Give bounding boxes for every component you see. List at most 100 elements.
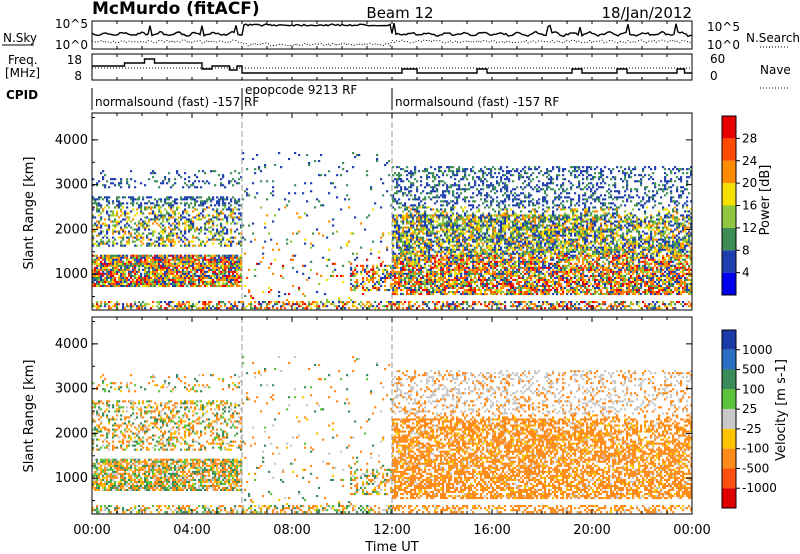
power-cell	[486, 266, 489, 269]
power-cell	[230, 303, 233, 306]
power-cell	[480, 192, 483, 195]
power-cell	[400, 260, 403, 263]
power-cell	[492, 186, 495, 189]
power-cell	[412, 230, 415, 233]
power-cell	[312, 303, 315, 306]
power-cell	[116, 260, 119, 263]
power-cell	[418, 254, 421, 257]
power-cell	[216, 254, 219, 257]
power-cell	[478, 272, 481, 275]
power-cell	[472, 244, 475, 247]
power-cell	[446, 224, 449, 227]
power-cell	[132, 204, 135, 207]
power-cell	[122, 262, 125, 265]
power-cell	[456, 282, 459, 285]
power-cell	[154, 220, 157, 223]
power-cell	[472, 196, 475, 199]
power-cell	[102, 208, 105, 211]
power-cell	[430, 214, 433, 217]
power-cell	[462, 278, 465, 281]
power-cell	[206, 276, 209, 279]
power-cell	[446, 260, 449, 263]
power-cell	[394, 282, 397, 285]
power-cell	[178, 307, 181, 310]
power-cell	[440, 293, 443, 296]
power-cell	[112, 230, 115, 233]
power-cell	[392, 214, 395, 217]
power-cell	[484, 293, 487, 296]
power-cell	[230, 232, 233, 235]
power-cell	[460, 206, 463, 209]
power-cell	[186, 244, 189, 247]
power-cell	[186, 268, 189, 271]
power-cell	[164, 178, 167, 181]
power-cell	[408, 192, 411, 195]
power-cell	[422, 236, 425, 239]
power-cell	[192, 303, 195, 306]
power-cell	[472, 186, 475, 189]
power-cell	[184, 210, 187, 213]
power-cell	[480, 272, 483, 275]
power-cell	[448, 230, 451, 233]
power-cell	[110, 182, 113, 185]
power-cell	[462, 230, 465, 233]
power-cell	[140, 303, 143, 306]
power-cell	[148, 206, 151, 209]
power-cell	[442, 220, 445, 223]
power-cell	[448, 305, 451, 308]
power-cell	[434, 303, 437, 306]
power-cell	[220, 196, 223, 199]
power-cell	[448, 270, 451, 273]
power-cell	[450, 238, 453, 241]
power-cell	[478, 274, 481, 277]
power-cell	[452, 246, 455, 249]
power-cell	[172, 228, 175, 231]
power-cell	[218, 230, 221, 233]
power-cell	[106, 228, 109, 231]
power-cell	[192, 264, 195, 267]
power-cell	[252, 158, 255, 161]
power-cell	[218, 202, 221, 205]
power-cell	[468, 238, 471, 241]
power-cell	[448, 220, 451, 223]
power-cell	[104, 258, 107, 261]
power-cell	[432, 293, 435, 296]
power-cell	[92, 303, 95, 306]
power-cell	[96, 284, 99, 287]
power-cell	[372, 280, 375, 283]
power-cell	[468, 270, 471, 273]
power-cell	[474, 301, 477, 304]
power-cell	[474, 248, 477, 251]
power-cell	[120, 202, 123, 205]
power-cell	[458, 226, 461, 229]
power-cell	[98, 258, 101, 261]
power-cell	[142, 262, 145, 265]
power-cell	[192, 282, 195, 285]
power-cell	[110, 178, 113, 181]
power-cell	[440, 170, 443, 173]
power-cell	[418, 236, 421, 239]
power-cell	[404, 266, 407, 269]
power-cell	[94, 268, 97, 271]
power-cell	[422, 224, 425, 227]
power-cell	[198, 307, 201, 310]
power-cell	[488, 218, 491, 221]
power-cell	[410, 208, 413, 211]
power-cell	[130, 226, 133, 229]
power-cell	[184, 264, 187, 267]
power-cell	[318, 200, 321, 203]
power-cell	[188, 276, 191, 279]
power-cell	[438, 291, 441, 294]
power-cell	[118, 280, 121, 283]
power-cell	[468, 236, 471, 239]
power-cell	[114, 184, 117, 187]
power-cell	[486, 228, 489, 231]
power-cell	[166, 262, 169, 265]
power-cell	[238, 208, 241, 211]
power-cell	[150, 196, 153, 199]
power-cell	[434, 250, 437, 253]
power-cell	[98, 210, 101, 213]
power-cell	[470, 278, 473, 281]
power-cell	[202, 200, 205, 203]
power-cell	[438, 272, 441, 275]
